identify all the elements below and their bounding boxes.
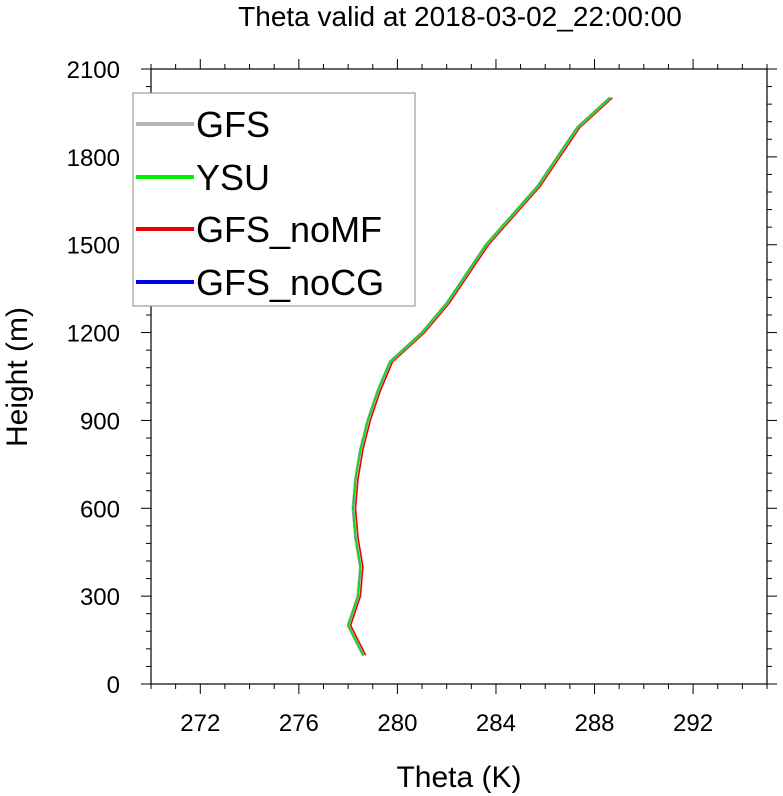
y-tick-label: 1200 [67, 321, 120, 348]
x-axis-label: Theta (K) [396, 761, 521, 794]
y-tick-label: 1800 [67, 145, 120, 172]
legend-label: GFS_noCG [196, 262, 384, 303]
legend: GFS YSU GFS_noMF GFS_noCG [132, 92, 416, 307]
plot-frame [150, 68, 768, 685]
series-line-gfs-nomf [349, 97, 613, 656]
x-tick-label: 292 [673, 710, 713, 737]
y-axis-label: Height (m) [1, 307, 34, 447]
axis-ticks: 272 276 280 284 288 292 0 300 600 900 1200 1500 1800… [67, 57, 777, 737]
chart-title: Theta valid at 2018-03-02_22:00:00 [238, 1, 682, 32]
y-tick-label: 1500 [67, 233, 120, 260]
x-tick-label: 284 [476, 710, 516, 737]
series-layer [346, 96, 613, 657]
legend-box [132, 92, 416, 307]
x-tick-label: 280 [377, 710, 417, 737]
y-tick-label: 600 [80, 496, 120, 523]
legend-label: YSU [196, 157, 270, 198]
y-tick-label: 300 [80, 584, 120, 611]
series-line-ysu [347, 97, 611, 656]
y-tick-label: 2100 [67, 57, 120, 84]
x-tick-label: 272 [180, 710, 220, 737]
x-tick-label: 288 [574, 710, 614, 737]
y-tick-label: 900 [80, 408, 120, 435]
x-tick-label: 276 [279, 710, 319, 737]
y-tick-label: 0 [107, 672, 120, 699]
legend-label: GFS [196, 104, 270, 145]
legend-label: GFS_noMF [196, 209, 382, 250]
